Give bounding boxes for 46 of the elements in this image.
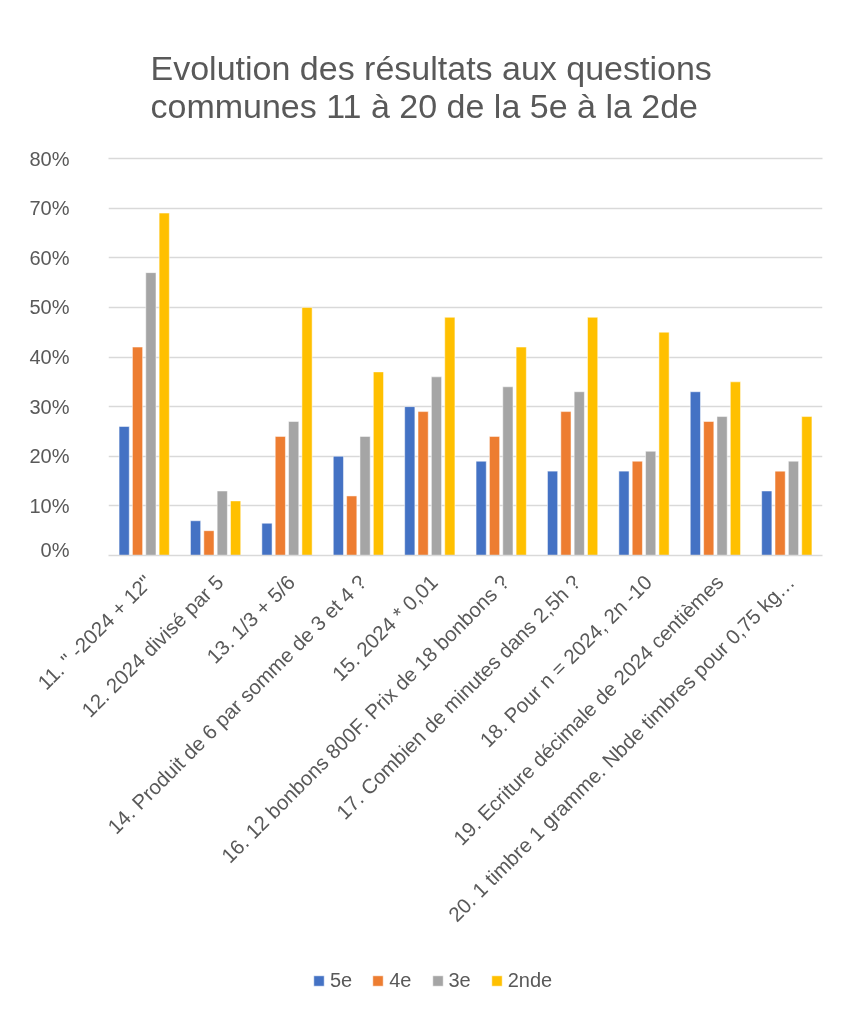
y-tick-label: 80% bbox=[29, 147, 70, 170]
y-tick-label: 60% bbox=[29, 246, 70, 269]
bar bbox=[288, 421, 300, 556]
bar bbox=[489, 436, 500, 556]
bar bbox=[645, 451, 657, 556]
y-tick-label: 20% bbox=[29, 445, 70, 468]
y-tick-label: 10% bbox=[29, 494, 70, 517]
bar bbox=[475, 460, 487, 556]
bar bbox=[333, 456, 344, 556]
legend-label: 5e bbox=[330, 969, 353, 992]
chart-title: Evolution des résultats aux questions communes 11 à 20 de la 5e à la 2de bbox=[150, 48, 712, 125]
bar bbox=[801, 416, 813, 556]
bar bbox=[703, 421, 715, 556]
bar bbox=[690, 391, 701, 556]
bar bbox=[658, 331, 670, 556]
y-tick-label: 50% bbox=[29, 296, 70, 319]
bar bbox=[190, 520, 201, 556]
bar bbox=[216, 490, 228, 556]
bar bbox=[716, 416, 728, 556]
y-tick-label: 40% bbox=[29, 346, 70, 368]
bar bbox=[118, 426, 130, 556]
bar bbox=[631, 460, 643, 556]
y-tick-label: 30% bbox=[29, 395, 70, 418]
bar bbox=[730, 381, 741, 556]
bar bbox=[274, 436, 286, 556]
bar bbox=[132, 346, 143, 556]
bar bbox=[573, 391, 585, 556]
bar bbox=[203, 530, 215, 556]
y-tick-label: 0% bbox=[40, 538, 70, 561]
bar bbox=[373, 371, 384, 556]
bar bbox=[788, 460, 799, 556]
legend-label: 3e bbox=[448, 969, 471, 992]
bar bbox=[547, 470, 558, 556]
bar bbox=[230, 500, 241, 556]
bar bbox=[301, 307, 313, 556]
bar bbox=[444, 317, 456, 556]
bar bbox=[587, 317, 598, 556]
bar bbox=[359, 436, 371, 556]
legend-label: 2nde bbox=[507, 969, 553, 992]
y-tick-label: 70% bbox=[29, 197, 70, 220]
bar bbox=[560, 411, 572, 556]
legend-label: 4e bbox=[389, 969, 412, 992]
bar bbox=[261, 522, 273, 556]
bar bbox=[431, 376, 442, 556]
bar bbox=[618, 470, 630, 556]
bar bbox=[346, 495, 358, 556]
